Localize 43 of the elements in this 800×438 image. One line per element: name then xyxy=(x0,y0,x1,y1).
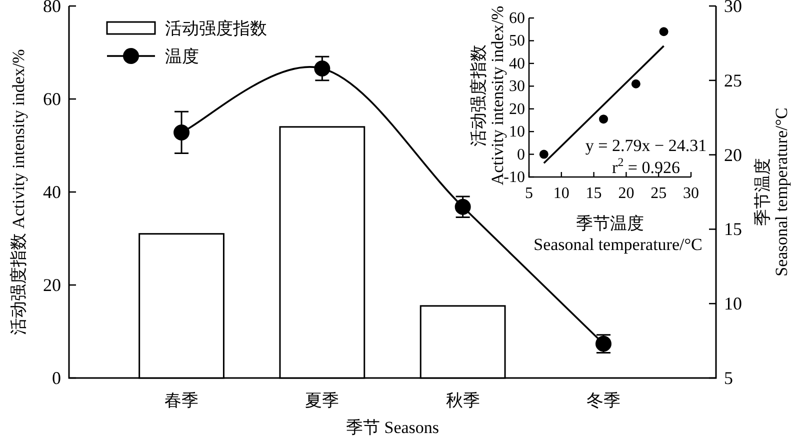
legend-label: 温度 xyxy=(165,47,199,66)
point xyxy=(631,79,640,88)
point xyxy=(659,27,668,36)
y-tick-label: 60 xyxy=(509,10,525,27)
y-tick-label: 40 xyxy=(509,55,525,72)
x-tick-label: 10 xyxy=(553,185,570,202)
y-axis-title: 活动强度指数 Activity intensity index/% xyxy=(9,49,28,335)
x-tick-label: 5 xyxy=(525,185,533,202)
y-tick-label: 60 xyxy=(43,89,61,109)
point xyxy=(174,124,190,140)
point xyxy=(539,150,548,159)
x-tick-label: 20 xyxy=(618,185,634,202)
y-tick-label: 20 xyxy=(43,275,61,295)
x-tick-label: 30 xyxy=(683,185,699,202)
y-tick-label: 0 xyxy=(517,146,525,164)
y-tick-label: 10 xyxy=(509,124,525,141)
point xyxy=(454,198,471,215)
y2-tick-label: 20 xyxy=(724,144,742,165)
y-tick-label: 40 xyxy=(43,182,61,202)
annotation: r$^{2}$ = 0.926 xyxy=(612,155,680,177)
y-tick-label: 20 xyxy=(509,100,525,118)
x-tick-label: 15 xyxy=(586,185,602,202)
y-tick-label: 50 xyxy=(509,32,525,50)
point xyxy=(314,60,330,76)
point xyxy=(599,114,608,124)
x-tick-label: 25 xyxy=(650,185,667,202)
y2-tick-label: 30 xyxy=(724,0,742,16)
y-tick-label: 80 xyxy=(43,0,61,16)
y2-axis-title: 季节温度 Seasonal temperature/°C xyxy=(753,108,791,276)
y2-tick-label: 10 xyxy=(724,294,742,314)
y2-tick-label: 5 xyxy=(724,368,733,388)
x-tick-label: 夏季 xyxy=(305,391,340,410)
x-tick-label: 秋季 xyxy=(446,391,480,410)
x-tick-label: 冬季 xyxy=(586,391,620,410)
y2-tick-label: 15 xyxy=(724,219,742,240)
y-tick-label: 30 xyxy=(509,78,525,96)
legend-label: 活动强度指数 xyxy=(165,19,267,38)
x-tick-label: 春季 xyxy=(164,391,199,410)
y-tick-label: 0 xyxy=(52,368,61,388)
y2-tick-label: 25 xyxy=(724,70,742,90)
x-axis-title: 季节温度 Seasonal temperature/°C xyxy=(534,214,702,254)
annotation: y = 2.79x − 24.31 xyxy=(585,136,707,155)
x-axis-title: 季节 Seasons xyxy=(346,418,440,437)
